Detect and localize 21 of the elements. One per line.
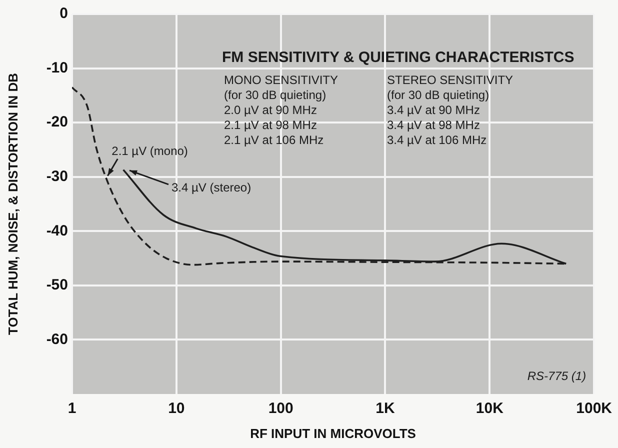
annotation: MONO SENSITIVITY (for 30 dB quieting) 2.0 µV at 90 MHz 2.1 µV at 98 MHz 2.1 µV at 106 MHz xyxy=(224,73,338,147)
annotation: 2.1 µV (mono) xyxy=(112,144,188,158)
x-tick-label: 1K xyxy=(376,400,395,418)
y-tick-label: -10 xyxy=(46,59,68,76)
annotation: STEREO SENSITIVITY (for 30 dB quieting) 3.4 µV at 90 MHz 3.4 µV at 98 MHz 3.4 µV at 106 MHz xyxy=(387,73,514,147)
x-axis-title: RF INPUT IN MICROVOLTS xyxy=(250,426,416,441)
annotation: 3.4 µV (stereo) xyxy=(171,180,252,194)
x-tick-label: 10 xyxy=(168,400,185,418)
x-tick-label: 100K xyxy=(576,400,612,418)
y-tick-label: 0 xyxy=(60,5,68,22)
y-tick-label: -30 xyxy=(46,168,68,185)
annotation: RS-775 (1) xyxy=(527,369,586,383)
x-tick-label: 10K xyxy=(476,400,504,418)
y-tick-label: -60 xyxy=(46,330,68,348)
x-tick-label: 100 xyxy=(268,400,294,418)
x-tick-label: 1 xyxy=(68,400,76,418)
y-tick-label: -20 xyxy=(46,114,68,131)
text: FM SENSITIVITY & QUIETING CHARACTERISTCS xyxy=(222,49,574,66)
y-axis-title: TOTAL HUM, NOISE, & DISTORTION IN DB xyxy=(5,73,20,335)
y-tick-label: -50 xyxy=(46,276,68,294)
y-tick-label: -40 xyxy=(46,222,68,240)
